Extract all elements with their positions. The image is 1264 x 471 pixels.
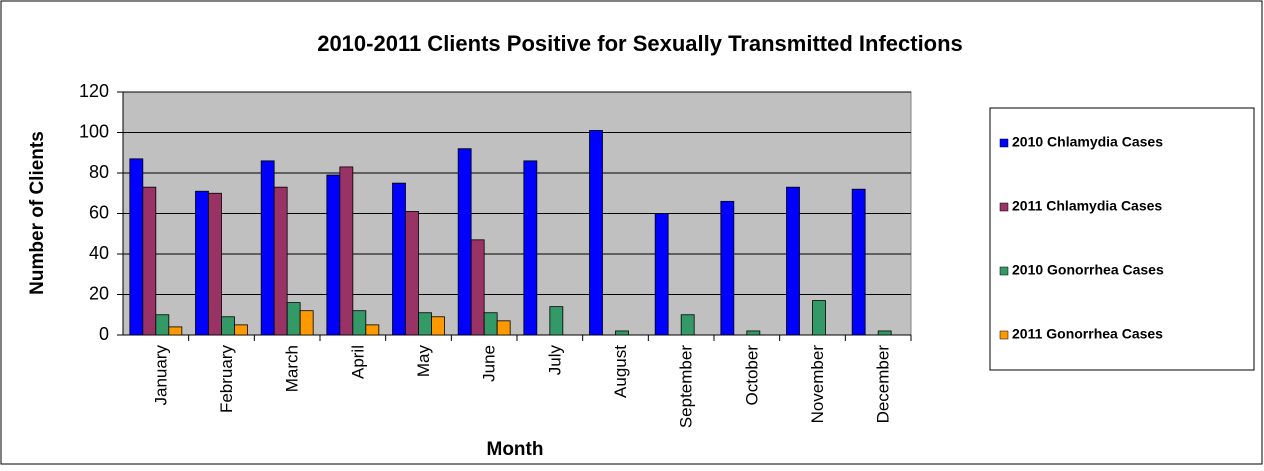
bar <box>496 320 511 336</box>
bar <box>352 310 367 336</box>
bar <box>195 190 209 336</box>
y-tick-label: 0 <box>99 324 109 344</box>
chart-title: 2010-2011 Clients Positive for Sexually … <box>317 31 963 56</box>
x-tick-label: November <box>808 345 827 424</box>
x-axis-title: Month <box>487 439 544 460</box>
legend-box <box>989 107 1255 371</box>
bar <box>549 306 564 336</box>
legend-label: 2011 Chlamydia Cases <box>1012 198 1162 214</box>
legend-swatch <box>999 330 1009 340</box>
y-tick-label: 20 <box>89 283 109 303</box>
x-tick-label: May <box>414 345 433 378</box>
bar <box>418 312 432 336</box>
x-tick-label: February <box>217 345 236 414</box>
x-tick-label: March <box>283 345 302 392</box>
y-tick-label: 80 <box>89 162 109 182</box>
y-tick-label: 40 <box>89 243 109 263</box>
legend-label: 2011 Gonorrhea Cases <box>1012 326 1163 342</box>
bar <box>142 186 157 336</box>
bar <box>877 330 892 336</box>
bar <box>221 316 235 336</box>
legend-swatch <box>999 266 1009 276</box>
x-tick-label: April <box>348 345 367 379</box>
bar <box>483 312 498 336</box>
x-tick-label: December <box>874 345 893 424</box>
x-tick-label: January <box>151 345 170 406</box>
bar <box>273 186 288 336</box>
bar <box>654 213 669 336</box>
bar <box>286 302 301 336</box>
bar <box>260 160 275 336</box>
bar <box>457 148 472 336</box>
legend-swatch <box>999 202 1009 212</box>
x-tick-label: July <box>545 345 564 376</box>
bar <box>234 324 248 336</box>
bar <box>326 174 341 336</box>
bar <box>208 192 222 336</box>
bar <box>470 239 485 336</box>
bar <box>786 186 800 336</box>
bar <box>589 130 603 336</box>
x-tick-label: August <box>611 345 630 398</box>
x-tick-label: September <box>677 345 696 428</box>
bar <box>746 330 761 336</box>
bar <box>339 166 354 336</box>
y-axis-title: Number of Clients <box>27 131 48 295</box>
bar <box>812 300 826 336</box>
bar <box>129 158 144 336</box>
bar <box>615 330 629 336</box>
x-tick-label: June <box>480 345 499 382</box>
bar <box>168 326 183 336</box>
bar <box>299 310 314 336</box>
bar <box>720 200 735 336</box>
bar <box>365 324 380 336</box>
bar <box>392 182 406 336</box>
bar <box>523 160 538 336</box>
bar <box>405 211 419 336</box>
bar <box>680 314 695 336</box>
bar <box>155 314 170 336</box>
y-tick-label: 100 <box>79 121 109 141</box>
legend-label: 2010 Chlamydia Cases <box>1012 134 1163 150</box>
x-tick-label: October <box>742 345 761 406</box>
bar <box>851 188 866 336</box>
legend-swatch <box>999 138 1009 148</box>
legend-label: 2010 Gonorrhea Cases <box>1012 262 1164 278</box>
y-tick-label: 120 <box>79 81 109 101</box>
y-tick-label: 60 <box>89 202 109 222</box>
bar <box>431 316 445 336</box>
